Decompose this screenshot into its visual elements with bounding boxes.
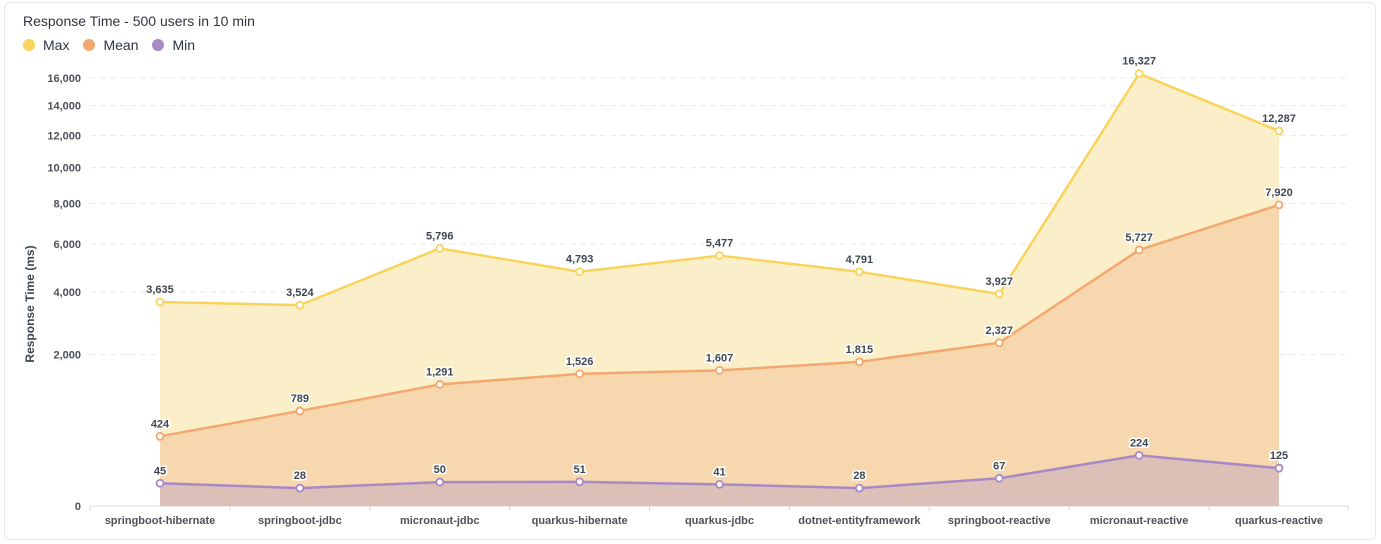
y-tick-label: 10,000 xyxy=(47,163,81,175)
point-max[interactable] xyxy=(435,243,445,253)
x-tick-label: springboot-hibernate xyxy=(105,515,216,527)
point-max[interactable] xyxy=(854,267,864,277)
data-label-mean: 1,607 xyxy=(706,352,734,364)
data-label-min: 41 xyxy=(713,466,725,478)
legend-item-mean[interactable]: Mean xyxy=(83,37,138,53)
point-max[interactable] xyxy=(994,289,1004,299)
legend-dot-mean xyxy=(83,39,96,51)
data-label-max: 3,524 xyxy=(286,287,314,299)
legend-label-max: Max xyxy=(43,37,70,53)
x-tick-label: quarkus-reactive xyxy=(1235,515,1323,527)
data-label-mean: 7,920 xyxy=(1265,187,1293,199)
point-mean[interactable] xyxy=(295,406,305,416)
data-label-mean: 5,727 xyxy=(1125,232,1153,244)
y-tick-label: 16,000 xyxy=(47,73,81,85)
area-min xyxy=(160,455,1279,506)
point-min[interactable] xyxy=(295,483,305,493)
data-label-min: 224 xyxy=(1130,437,1149,449)
data-label-max: 3,927 xyxy=(985,276,1013,288)
x-tick-label: quarkus-hibernate xyxy=(532,515,628,527)
data-label-max: 5,477 xyxy=(706,238,734,250)
point-mean[interactable] xyxy=(435,380,445,389)
data-label-min: 50 xyxy=(434,464,446,476)
x-tick-label: springboot-reactive xyxy=(948,515,1051,527)
legend-label-min: Min xyxy=(172,37,196,53)
point-min[interactable] xyxy=(1134,450,1144,460)
legend-item-min[interactable]: Min xyxy=(152,37,195,53)
legend-item-max[interactable]: Max xyxy=(23,37,69,53)
data-label-max: 16,327 xyxy=(1122,56,1156,68)
legend-dot-min xyxy=(152,39,165,51)
point-min[interactable] xyxy=(715,479,724,489)
y-tick-label: 6,000 xyxy=(53,239,81,251)
point-max[interactable] xyxy=(1274,126,1284,136)
data-label-max: 5,796 xyxy=(426,230,454,242)
point-min[interactable] xyxy=(854,483,864,493)
point-max[interactable] xyxy=(295,300,305,310)
data-label-mean: 2,327 xyxy=(985,325,1013,337)
y-tick-label: 8,000 xyxy=(53,198,81,210)
point-min[interactable] xyxy=(155,478,165,488)
point-max[interactable] xyxy=(575,267,585,277)
x-tick-label: quarkus-jdbc xyxy=(685,515,754,527)
y-axis-label: Response Time (ms) xyxy=(23,245,37,362)
data-label-min: 125 xyxy=(1270,450,1288,462)
x-tick-label: dotnet-entityframework xyxy=(798,515,921,527)
data-label-mean: 1,291 xyxy=(426,366,454,378)
area-mean xyxy=(160,204,1279,506)
data-label-min: 45 xyxy=(154,465,166,477)
y-tick-label: 4,000 xyxy=(53,287,81,299)
legend: Max Mean Min xyxy=(23,37,195,53)
x-tick-label: springboot-jdbc xyxy=(258,515,342,527)
point-mean[interactable] xyxy=(854,357,864,367)
data-label-mean: 789 xyxy=(291,393,309,405)
data-label-mean: 1,526 xyxy=(566,356,594,368)
data-label-min: 28 xyxy=(853,470,865,482)
data-label-min: 51 xyxy=(574,464,586,476)
point-min[interactable] xyxy=(575,477,585,487)
data-label-max: 3,635 xyxy=(146,284,174,296)
point-mean[interactable] xyxy=(575,369,585,379)
data-label-mean: 1,815 xyxy=(846,344,874,356)
point-min[interactable] xyxy=(994,473,1004,483)
point-max[interactable] xyxy=(155,297,165,307)
data-label-min: 67 xyxy=(993,460,1005,472)
data-label-max: 12,287 xyxy=(1262,113,1296,125)
data-label-max: 4,793 xyxy=(566,254,594,266)
legend-dot-max xyxy=(23,39,35,51)
point-mean[interactable] xyxy=(155,431,165,441)
data-label-min: 28 xyxy=(294,470,306,482)
point-max[interactable] xyxy=(715,251,724,260)
x-tick-label: micronaut-jdbc xyxy=(400,515,479,527)
point-mean[interactable] xyxy=(1274,200,1284,210)
point-min[interactable] xyxy=(435,477,445,487)
point-min[interactable] xyxy=(1274,463,1284,473)
point-mean[interactable] xyxy=(1134,245,1144,255)
point-mean[interactable] xyxy=(715,365,724,375)
y-tick-label: 14,000 xyxy=(47,101,81,113)
legend-label-mean: Mean xyxy=(103,37,139,53)
y-tick-label: 2,000 xyxy=(53,350,81,362)
y-tick-label: 12,000 xyxy=(47,130,81,142)
point-mean[interactable] xyxy=(994,338,1004,348)
x-tick-label: micronaut-reactive xyxy=(1090,515,1188,527)
y-tick-label: 0 xyxy=(75,501,81,513)
data-label-mean: 424 xyxy=(151,418,170,430)
point-max[interactable] xyxy=(1134,69,1144,79)
data-label-max: 4,791 xyxy=(846,254,874,266)
chart-title: Response Time - 500 users in 10 min xyxy=(23,13,255,29)
